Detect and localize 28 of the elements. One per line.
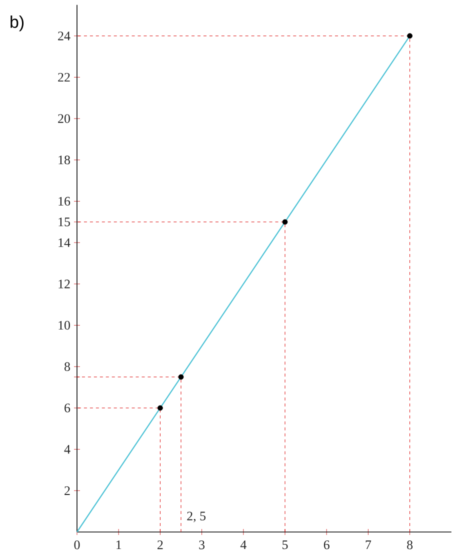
y-tick-label: 6 [64, 404, 70, 412]
y-tick-label: 14 [58, 238, 70, 247]
y-tick-label: 4 [64, 445, 70, 454]
x-tick-label: 0 [74, 540, 80, 550]
y-tick-label: 24 [58, 32, 70, 40]
point [282, 219, 288, 225]
x-tick-label: 7 [366, 540, 372, 549]
x-tick-label: 1 [116, 540, 122, 550]
y-tick-label: 8 [64, 362, 70, 371]
x-tick-label: 6 [324, 540, 330, 550]
annotation: 2, 5 [187, 512, 206, 522]
y-tick-label: 2 [64, 486, 70, 495]
point [158, 405, 163, 411]
y-tick-label: 16 [58, 196, 70, 206]
x-tick-label: 3 [199, 540, 205, 550]
y-tick-label: 10 [58, 320, 70, 330]
y-tick-label: 22 [58, 72, 70, 82]
y-tick-label: 20 [58, 114, 70, 123]
y-tick-label: 18 [58, 156, 70, 164]
text: b) [10, 16, 24, 32]
x-tick-label: 2 [158, 540, 163, 550]
point [407, 33, 412, 39]
x-tick-label: 8 [407, 540, 413, 550]
y-tick-label: 12 [58, 280, 70, 288]
y-tick-label: 15 [58, 218, 70, 226]
x-tick-label: 4 [240, 540, 246, 550]
x-tick-label: 5 [282, 540, 288, 550]
point [178, 374, 184, 380]
